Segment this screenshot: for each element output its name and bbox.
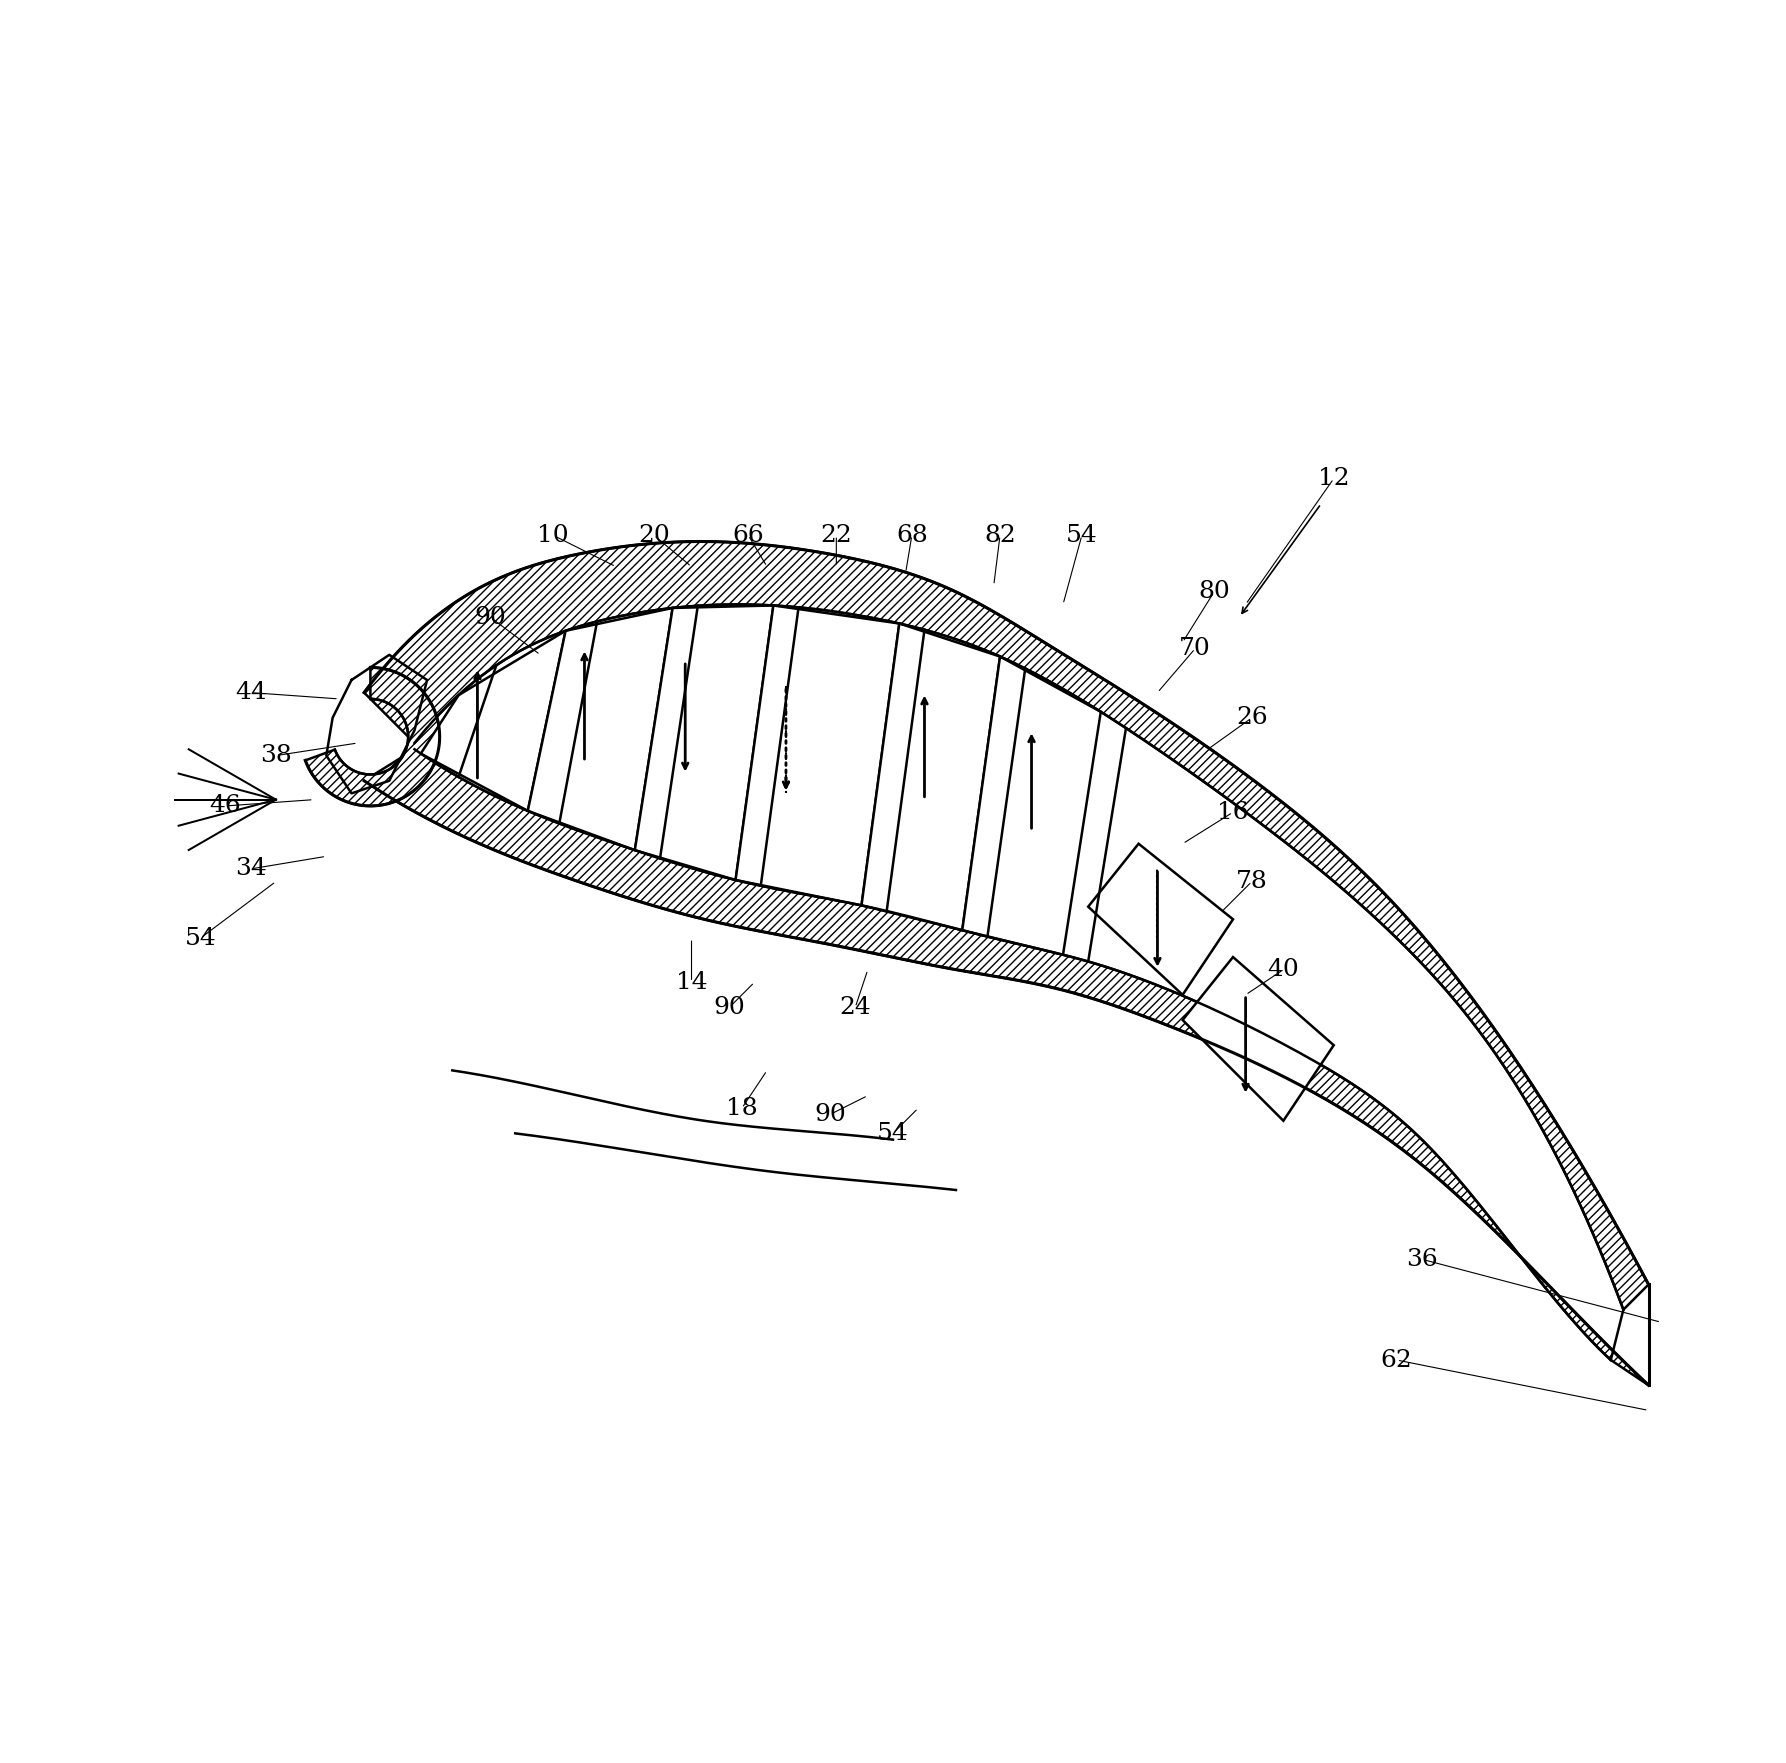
Text: 26: 26 — [1236, 707, 1268, 730]
Polygon shape — [736, 605, 900, 906]
Text: 54: 54 — [1066, 524, 1098, 547]
Text: 70: 70 — [1179, 636, 1211, 659]
Polygon shape — [1088, 844, 1232, 994]
Polygon shape — [305, 668, 439, 806]
Text: 62: 62 — [1381, 1349, 1413, 1372]
Text: 54: 54 — [877, 1121, 909, 1144]
Text: 14: 14 — [675, 971, 707, 994]
Polygon shape — [963, 656, 1100, 956]
Text: 10: 10 — [538, 524, 568, 547]
Text: 38: 38 — [261, 744, 291, 767]
Text: 22: 22 — [820, 524, 852, 547]
Text: 40: 40 — [1268, 957, 1298, 982]
Polygon shape — [364, 541, 1648, 1310]
Text: 12: 12 — [1318, 467, 1350, 490]
Polygon shape — [421, 631, 566, 811]
Text: 20: 20 — [638, 524, 670, 547]
Text: 66: 66 — [732, 524, 764, 547]
Text: 82: 82 — [984, 524, 1016, 547]
Text: 78: 78 — [1236, 869, 1268, 894]
Polygon shape — [861, 624, 1000, 931]
Text: 90: 90 — [814, 1104, 847, 1127]
Text: 90: 90 — [473, 605, 505, 629]
Polygon shape — [634, 605, 773, 880]
Text: 90: 90 — [713, 996, 745, 1019]
Text: 80: 80 — [1198, 580, 1231, 603]
Text: 68: 68 — [897, 524, 927, 547]
Text: 16: 16 — [1218, 800, 1248, 823]
Text: 36: 36 — [1406, 1248, 1438, 1271]
Text: 18: 18 — [727, 1097, 757, 1120]
Text: 44: 44 — [236, 681, 266, 703]
Polygon shape — [364, 749, 1648, 1386]
Text: 54: 54 — [184, 927, 216, 950]
Polygon shape — [1182, 957, 1334, 1121]
Text: 24: 24 — [839, 996, 872, 1019]
Text: 34: 34 — [236, 857, 266, 880]
Polygon shape — [529, 608, 673, 850]
Text: 46: 46 — [209, 795, 241, 818]
